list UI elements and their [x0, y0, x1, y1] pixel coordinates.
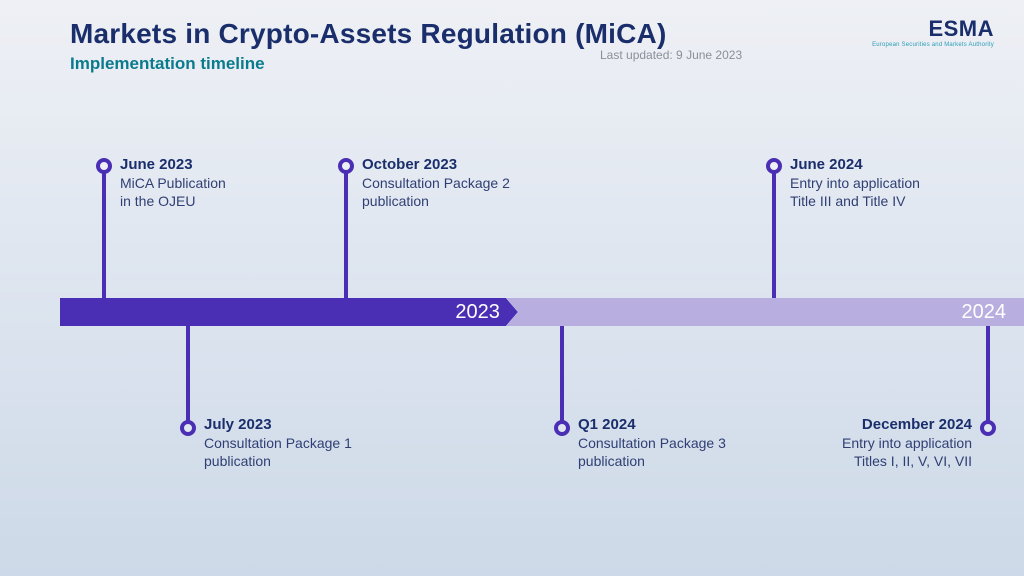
event-stem	[186, 326, 190, 428]
event-date: June 2024	[790, 156, 920, 173]
event-dot-icon	[96, 158, 112, 174]
event-text: July 2023 Consultation Package 1publicati…	[204, 416, 352, 471]
event-date: June 2023	[120, 156, 226, 173]
event-date: Q1 2024	[578, 416, 726, 433]
event-desc: Consultation Package 2publication	[362, 175, 510, 211]
event-dot-icon	[980, 420, 996, 436]
esma-logo-icon	[904, 19, 924, 39]
event-dot-icon	[180, 420, 196, 436]
page-title: Markets in Crypto-Assets Regulation (MiC…	[70, 18, 984, 50]
timeline-segment-2023: 2023	[60, 298, 518, 326]
event-text: June 2024 Entry into applicationTitle III…	[790, 156, 920, 211]
event-date: December 2024	[842, 416, 972, 433]
event-desc: MiCA Publicationin the OJEU	[120, 175, 226, 211]
event-dot-icon	[766, 158, 782, 174]
esma-logo: ESMA European Securities and Markets Aut…	[872, 16, 994, 48]
event-dot-icon	[554, 420, 570, 436]
event-stem	[102, 164, 106, 298]
header: Markets in Crypto-Assets Regulation (MiC…	[70, 18, 984, 74]
event-text: December 2024 Entry into applicationTitle…	[842, 416, 972, 471]
timeline: 2023 2024	[60, 298, 1024, 326]
event-desc: Consultation Package 1publication	[204, 435, 352, 471]
event-text: Q1 2024 Consultation Package 3publication	[578, 416, 726, 471]
event-date: July 2023	[204, 416, 352, 433]
event-stem	[986, 326, 990, 428]
event-desc: Entry into applicationTitles I, II, V, V…	[842, 435, 972, 471]
page-subtitle: Implementation timeline	[70, 54, 984, 74]
esma-logo-text: ESMA	[928, 16, 994, 42]
timeline-segment-2024: 2024	[506, 298, 1024, 326]
event-date: October 2023	[362, 156, 510, 173]
last-updated: Last updated: 9 June 2023	[600, 48, 742, 62]
event-stem	[560, 326, 564, 428]
event-stem	[772, 164, 776, 298]
event-stem	[344, 164, 348, 298]
event-dot-icon	[338, 158, 354, 174]
event-text: June 2023 MiCA Publicationin the OJEU	[120, 156, 226, 211]
event-desc: Consultation Package 3publication	[578, 435, 726, 471]
event-text: October 2023 Consultation Package 2public…	[362, 156, 510, 211]
event-desc: Entry into applicationTitle III and Titl…	[790, 175, 920, 211]
esma-logo-tagline: European Securities and Markets Authorit…	[872, 42, 994, 48]
